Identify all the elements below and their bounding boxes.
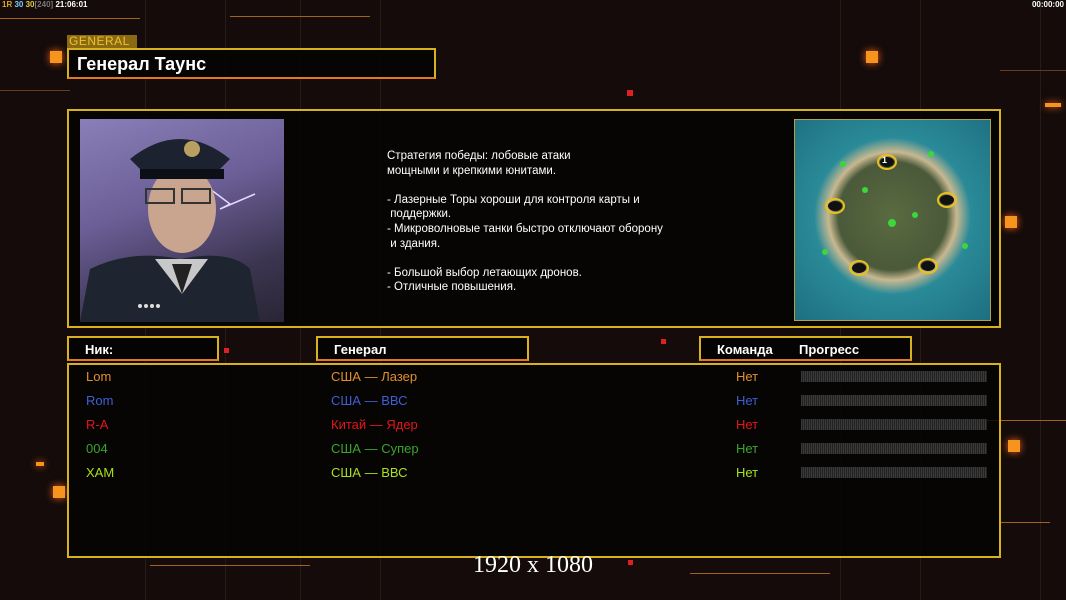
player-general: США — Супер — [331, 441, 419, 456]
header-label-team: Команда — [717, 342, 773, 357]
column-header-team-progress: Команда Прогресс — [699, 336, 912, 361]
player-general: США — ВВС — [331, 465, 408, 480]
progress-bar — [801, 395, 987, 406]
description-line: - Микроволновые танки быстро отключают о… — [387, 222, 663, 235]
player-team: Нет — [736, 417, 759, 432]
map-start-marker: 1 — [882, 155, 888, 165]
player-team: Нет — [736, 393, 759, 408]
player-nick: Lom — [86, 369, 112, 384]
players-table: Lom США — Лазер Нет Rom США — ВВС Нет R-… — [67, 363, 1001, 558]
player-general: США — ВВС — [331, 393, 408, 408]
column-header-general: Генерал — [316, 336, 529, 361]
player-row: 004 США — Супер Нет — [69, 439, 999, 463]
description-line: мощными и крепкими юнитами. — [387, 164, 557, 177]
progress-bar — [801, 467, 987, 478]
description-line — [387, 178, 663, 193]
resolution-label: 1920 x 1080 — [473, 552, 593, 578]
status-bar: 1R 30 30[240] 21:06:01 — [2, 0, 87, 9]
progress-bar — [801, 419, 987, 430]
description-line: - Отличные повышения. — [387, 281, 517, 294]
header-label-progress: Прогресс — [799, 342, 860, 357]
player-nick: XAM — [86, 465, 115, 480]
fps-max: [240] — [34, 0, 54, 9]
general-name: Генерал Таунс — [77, 54, 207, 74]
player-team: Нет — [736, 441, 759, 456]
general-description: Стратегия победы: лобовые атаки мощными и… — [387, 149, 663, 295]
player-row: XAM США — ВВС Нет — [69, 463, 999, 487]
description-line — [387, 251, 663, 266]
general-portrait — [80, 119, 284, 322]
header-label: Генерал — [334, 342, 387, 357]
general-title-box: Генерал Таунс — [67, 48, 436, 79]
player-team: Нет — [736, 369, 759, 384]
description-line: и здания. — [387, 237, 441, 250]
player-nick: R-A — [86, 417, 109, 432]
status-prefix: 1R — [2, 0, 13, 9]
timer: 00:00:00 — [1031, 0, 1064, 9]
header-label: Ник: — [85, 342, 114, 357]
player-row: Rom США — ВВС Нет — [69, 391, 999, 415]
player-general: Китай — Ядер — [331, 417, 418, 432]
description-line: поддержки. — [387, 208, 452, 221]
player-row: R-A Китай — Ядер Нет — [69, 415, 999, 439]
description-line: Стратегия победы: лобовые атаки — [387, 150, 571, 162]
progress-bar — [801, 443, 987, 454]
general-info-panel: Стратегия победы: лобовые атаки мощными и… — [67, 109, 1001, 328]
column-header-nick: Ник: — [67, 336, 219, 361]
player-nick: Rom — [86, 393, 114, 408]
player-team: Нет — [736, 465, 759, 480]
player-nick: 004 — [86, 441, 108, 456]
player-general: США — Лазер — [331, 369, 418, 384]
description-line: - Лазерные Торы хороши для контроля карт… — [387, 193, 640, 206]
fps-value: 30 — [14, 0, 24, 9]
map-preview: 1 — [794, 119, 991, 321]
general-tag: GENERAL — [67, 35, 137, 48]
player-row: Lom США — Лазер Нет — [69, 367, 999, 391]
description-line: - Большой выбор летающих дронов. — [387, 266, 582, 279]
clock: 21:06:01 — [55, 0, 88, 9]
fps-value-2: 30 — [25, 0, 35, 9]
progress-bar — [801, 371, 987, 382]
